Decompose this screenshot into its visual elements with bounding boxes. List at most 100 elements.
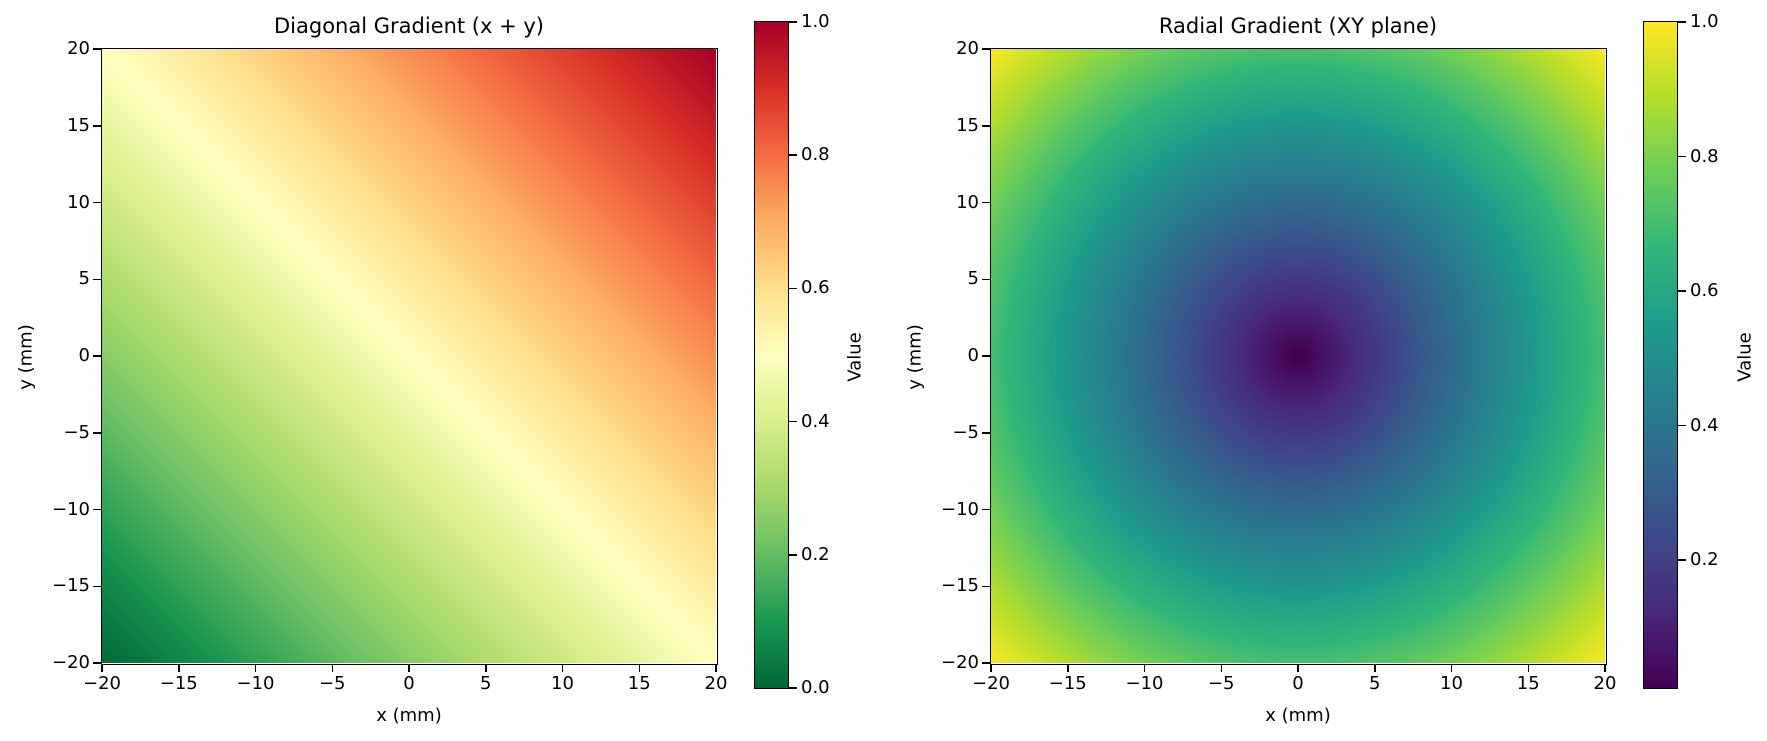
x-tick-label: −5 [318, 673, 346, 694]
colorbar-tick-label: 0.8 [801, 144, 830, 166]
y-tick-label: −10 [941, 498, 979, 520]
y-tick-mark [982, 355, 990, 357]
radial-y-axis-label: y (mm) [904, 324, 926, 390]
diagonal-plot-title: Diagonal Gradient (x + y) [273, 14, 545, 38]
x-tick-label: −20 [972, 673, 1010, 694]
y-tick-mark [982, 662, 990, 664]
x-tick-label: −10 [1125, 673, 1164, 694]
y-tick-label: 5 [78, 268, 90, 290]
x-tick-mark [331, 664, 333, 672]
colorbar-tick-mark [1678, 290, 1686, 292]
x-tick-label: 15 [627, 673, 651, 694]
colorbar-tick-label: 0.2 [801, 543, 830, 565]
x-tick-mark [254, 664, 257, 672]
colorbar-tick-mark [789, 21, 797, 23]
colorbar-tick-mark [1678, 21, 1686, 23]
x-tick-mark [178, 664, 180, 672]
y-tick-mark [982, 48, 990, 50]
y-tick-label: 15 [67, 114, 90, 136]
y-tick-label: 20 [956, 38, 979, 59]
diagonal-x-axis-label: x (mm) [376, 705, 442, 726]
y-tick-mark [982, 125, 990, 127]
x-tick-label: 10 [551, 673, 574, 694]
y-tick-mark [93, 432, 101, 434]
y-tick-label: −5 [952, 421, 979, 443]
colorbar-tick-mark [1678, 424, 1686, 427]
colorbar-tick-mark [789, 687, 797, 689]
x-tick-mark [485, 664, 487, 672]
y-tick-label: −20 [52, 652, 90, 673]
radial-x-axis-label: x (mm) [1265, 705, 1331, 726]
x-tick-label: 20 [704, 673, 728, 694]
x-tick-mark [408, 664, 410, 672]
x-tick-label: 15 [1516, 673, 1540, 694]
colorbar-tick-label: 0.4 [1690, 414, 1719, 436]
radial-heatmap [991, 49, 1605, 663]
colorbar-tick-label: 0.6 [1690, 280, 1719, 302]
y-tick-label: −20 [941, 652, 979, 673]
y-tick-mark [982, 201, 990, 204]
y-tick-mark [93, 355, 101, 357]
x-tick-label: 0 [403, 673, 415, 694]
x-tick-label: −15 [159, 673, 198, 694]
y-tick-label: −5 [63, 421, 90, 443]
x-tick-mark [715, 664, 717, 672]
y-tick-mark [982, 432, 990, 434]
colorbar-tick-label: 0.0 [801, 677, 830, 698]
y-tick-label: −15 [52, 575, 90, 597]
diagonal-colorbar [755, 22, 788, 688]
y-tick-label: −10 [52, 498, 90, 520]
x-tick-label: −15 [1048, 673, 1087, 694]
y-tick-mark [93, 508, 101, 511]
x-tick-label: 20 [1593, 673, 1617, 694]
y-tick-mark [93, 585, 101, 587]
x-tick-label: 5 [480, 673, 492, 694]
radial-plot-title: Radial Gradient (XY plane) [1158, 14, 1438, 38]
y-tick-mark [93, 662, 101, 664]
colorbar-tick-mark [789, 554, 797, 556]
x-tick-mark [1067, 664, 1069, 672]
colorbar-tick-mark [789, 287, 797, 290]
colorbar-tick-label: 0.2 [1690, 549, 1719, 571]
y-tick-label: 10 [67, 191, 90, 213]
x-tick-mark [1450, 664, 1453, 672]
y-tick-label: −15 [941, 575, 979, 597]
y-tick-label: 0 [967, 345, 979, 366]
x-tick-label: −20 [83, 673, 121, 694]
colorbar-tick-mark [789, 420, 797, 423]
y-tick-mark [93, 125, 101, 127]
y-tick-mark [93, 48, 101, 50]
x-tick-mark [1527, 664, 1529, 672]
colorbar-tick-mark [789, 154, 797, 156]
x-tick-mark [1604, 664, 1606, 672]
y-tick-mark [93, 201, 101, 204]
colorbar-tick-label: 1.0 [801, 11, 830, 32]
x-tick-mark [990, 664, 992, 672]
x-tick-mark [638, 664, 640, 672]
x-tick-mark [1297, 664, 1299, 672]
y-tick-mark [982, 585, 990, 587]
y-tick-label: 10 [956, 191, 979, 213]
colorbar-tick-label: 0.6 [801, 277, 830, 299]
x-tick-label: 0 [1292, 673, 1304, 694]
colorbar-tick-mark [1678, 559, 1686, 561]
y-tick-label: 15 [956, 114, 979, 136]
x-tick-mark [1374, 664, 1376, 672]
diagonal-heatmap [102, 49, 716, 663]
x-tick-mark [1220, 664, 1222, 672]
diagonal-colorbar-label: Value [844, 332, 866, 382]
colorbar-tick-label: 0.8 [1690, 145, 1719, 167]
y-tick-mark [93, 278, 101, 280]
colorbar-tick-label: 0.4 [801, 410, 830, 432]
x-tick-mark [561, 664, 564, 672]
colorbar-tick-label: 1.0 [1690, 11, 1719, 32]
x-tick-label: −5 [1207, 673, 1235, 694]
x-tick-mark [101, 664, 103, 672]
x-tick-label: 5 [1369, 673, 1381, 694]
y-tick-label: 20 [67, 38, 90, 59]
y-tick-label: 5 [967, 268, 979, 290]
x-tick-mark [1143, 664, 1146, 672]
radial-colorbar-label: Value [1734, 332, 1756, 382]
x-tick-label: −10 [236, 673, 275, 694]
radial-colorbar [1644, 22, 1677, 688]
